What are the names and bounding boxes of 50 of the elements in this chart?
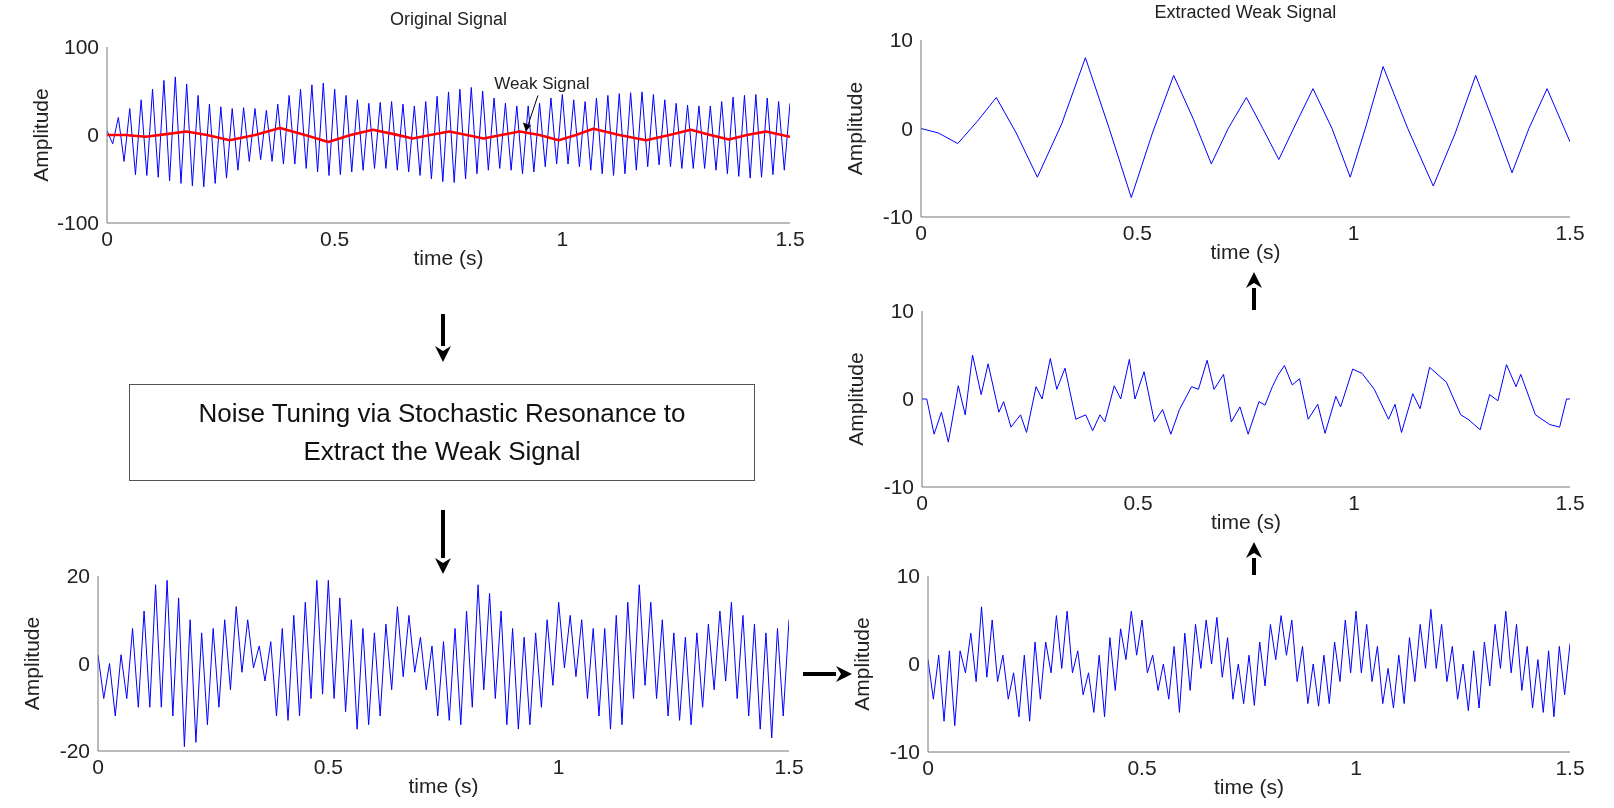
y-tick-label: 100 xyxy=(63,35,99,59)
y-axis-title: Amplitude xyxy=(20,616,44,711)
x-tick-label: 1.5 xyxy=(1555,220,1585,244)
x-tick-label: 0.5 xyxy=(313,754,343,778)
x-tick-label: 1 xyxy=(1348,490,1360,514)
y-axis-title: Amplitude xyxy=(850,617,874,711)
y-tick-label: 0 xyxy=(908,652,920,676)
y-axis-title: Amplitude xyxy=(843,81,867,176)
line-series xyxy=(107,126,790,144)
x-tick-label: 1.5 xyxy=(775,226,805,250)
text: Noise Tuning via Stochastic Resonance to Extract the Weak Signal xyxy=(197,396,687,468)
line-series xyxy=(928,606,1570,727)
annotation: Weak Signal xyxy=(494,74,590,94)
y-tick-label: -20 xyxy=(59,739,90,763)
y-tick-label: 10 xyxy=(890,299,914,323)
x-tick-label: 0.5 xyxy=(1123,490,1153,514)
x-tick-label: 1 xyxy=(1347,220,1360,244)
x-tick-label: 0.5 xyxy=(320,226,350,250)
x-axis-title: time (s) xyxy=(1210,240,1281,263)
y-tick-label: 10 xyxy=(889,28,913,52)
y-tick-label: 20 xyxy=(66,564,90,588)
line-series xyxy=(98,579,789,748)
y-tick-label: 0 xyxy=(78,651,90,675)
x-axis-title: time (s) xyxy=(408,774,479,797)
y-tick-label: -10 xyxy=(882,205,913,229)
x-tick-label: 0.5 xyxy=(1127,755,1157,779)
y-tick-label: 0 xyxy=(901,116,913,140)
y-tick-label: -10 xyxy=(883,475,914,499)
x-tick-label: 1.5 xyxy=(774,754,804,778)
line-series xyxy=(922,354,1570,443)
line-series xyxy=(921,57,1570,199)
y-tick-label: 10 xyxy=(896,564,920,588)
x-tick-label: 1 xyxy=(552,754,565,778)
x-tick-label: 1 xyxy=(556,226,569,250)
y-axis-title: Amplitude xyxy=(29,88,53,182)
y-tick-label: -100 xyxy=(56,211,99,235)
x-axis-title: time (s) xyxy=(1214,775,1284,798)
line-series xyxy=(107,76,790,188)
x-tick-label: 0.5 xyxy=(1122,220,1152,244)
y-tick-label: -10 xyxy=(889,740,920,764)
y-tick-label: 0 xyxy=(902,387,914,411)
x-axis-title: time (s) xyxy=(1211,510,1281,533)
chart-title: Original Signal xyxy=(388,9,509,30)
x-tick-label: 1.5 xyxy=(1555,490,1585,514)
x-tick-label: 1.5 xyxy=(1555,755,1585,779)
x-tick-label: 1 xyxy=(1350,755,1362,779)
x-axis-title: time (s) xyxy=(413,246,484,269)
chart-title: Extracted Weak Signal xyxy=(1153,2,1338,23)
y-tick-label: 0 xyxy=(87,123,99,147)
y-axis-title: Amplitude xyxy=(844,352,868,446)
